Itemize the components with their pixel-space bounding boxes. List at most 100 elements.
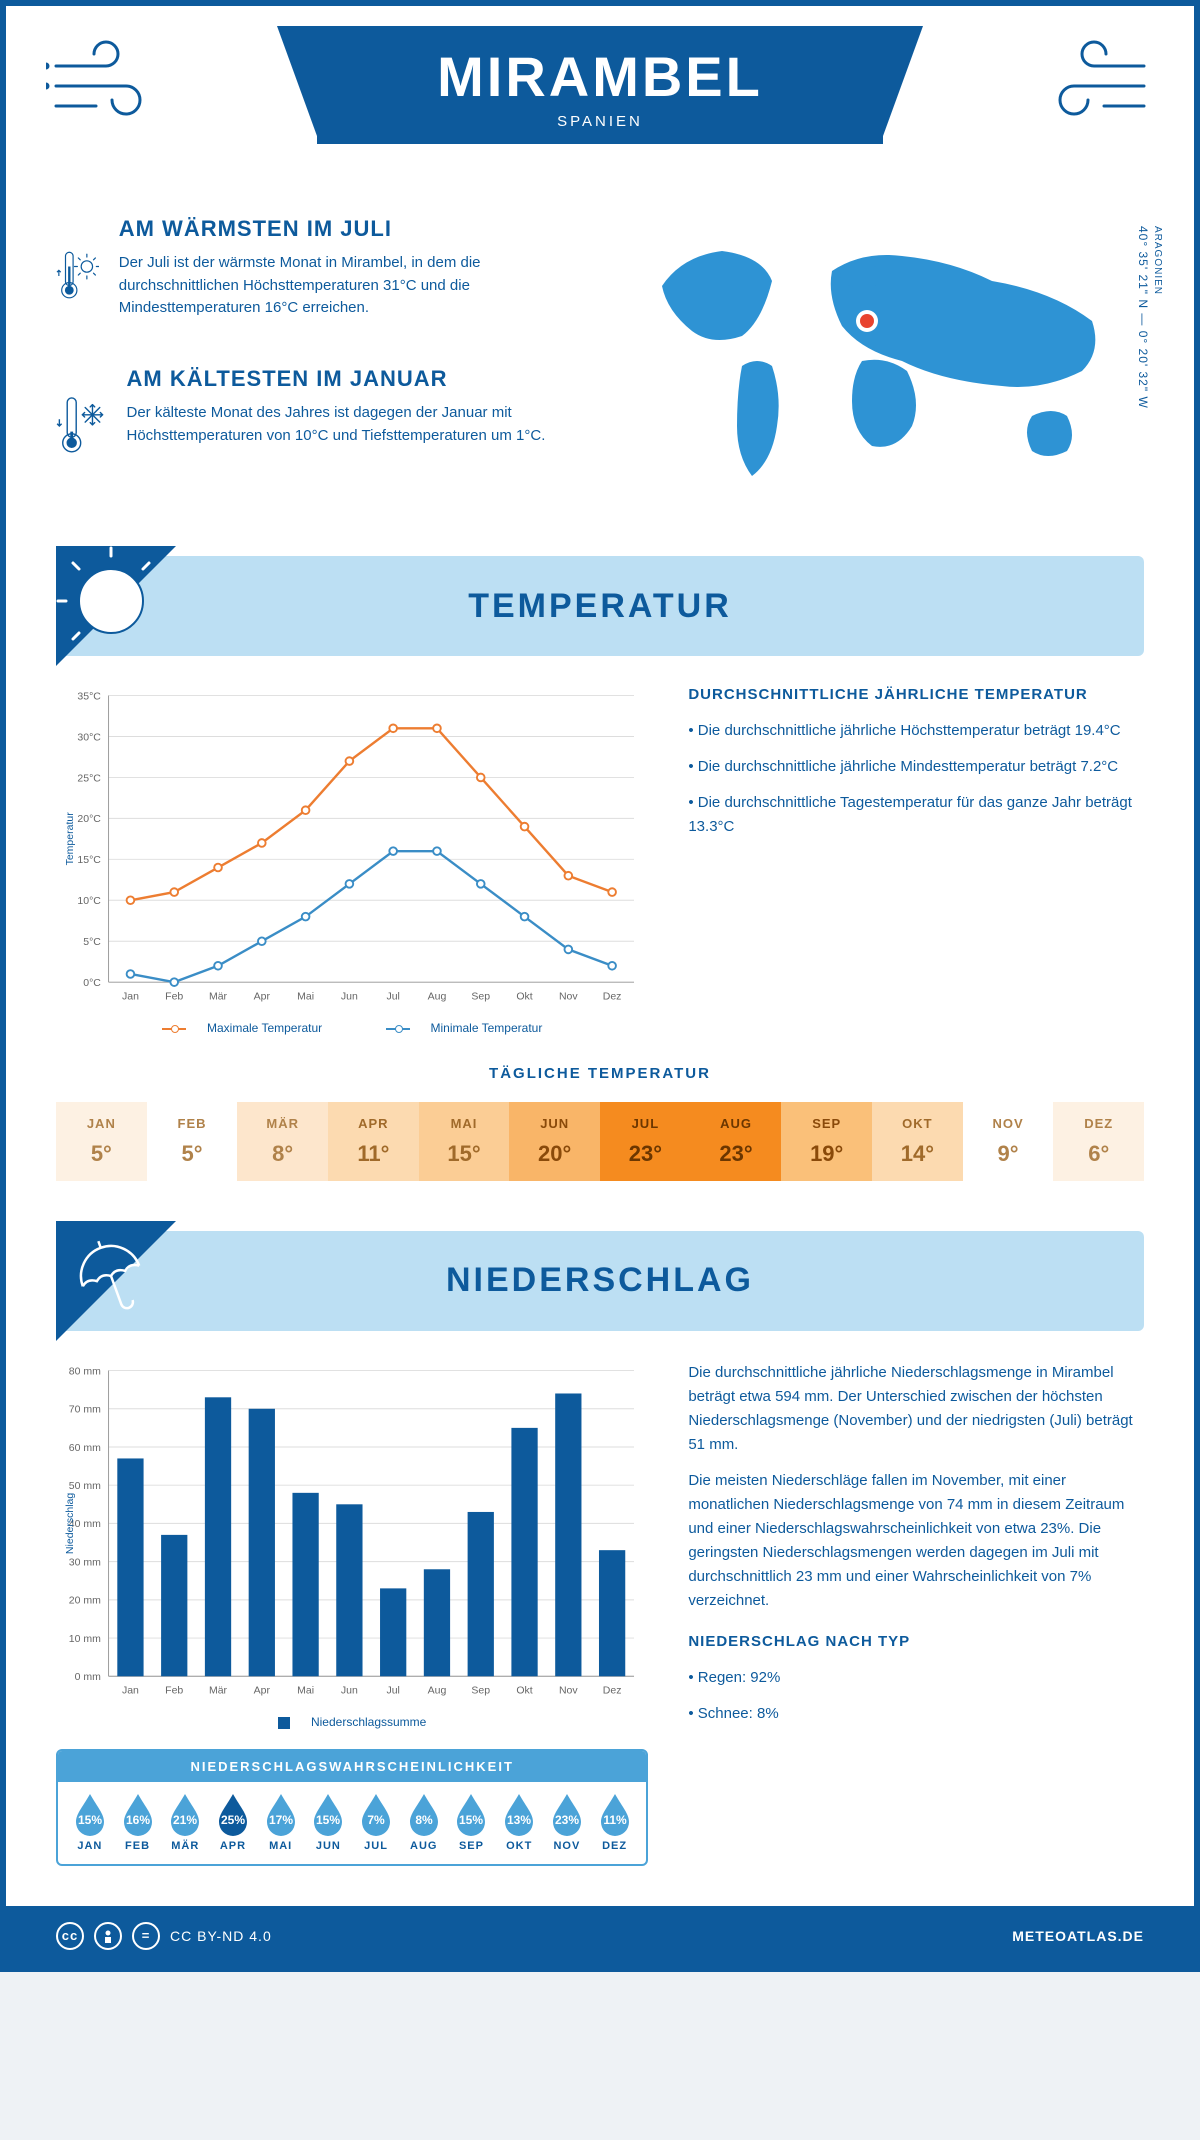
svg-text:15%: 15% (316, 1813, 340, 1827)
prob-cell: 8% AUG (400, 1794, 448, 1852)
legend-min: Minimale Temperatur (431, 1021, 543, 1035)
svg-text:7%: 7% (367, 1813, 385, 1827)
svg-text:Dez: Dez (603, 990, 622, 1002)
coordinates: ARAGONIEN 40° 35' 21" N — 0° 20' 32" W (1136, 226, 1164, 409)
svg-text:13%: 13% (507, 1813, 531, 1827)
svg-text:80 mm: 80 mm (69, 1365, 101, 1377)
daily-cell: JUL23° (600, 1102, 691, 1181)
temperature-chart-box: 0°C5°C10°C15°C20°C25°C30°C35°CJanFebMärA… (56, 686, 648, 1035)
prob-cell: 25% APR (209, 1794, 257, 1852)
daily-cell: OKT14° (872, 1102, 963, 1181)
svg-text:Jul: Jul (386, 990, 399, 1002)
svg-text:Okt: Okt (516, 1684, 532, 1696)
svg-text:Jan: Jan (122, 1684, 139, 1696)
temperature-header: TEMPERATUR (56, 556, 1144, 656)
precip-legend-label: Niederschlagssumme (311, 1715, 426, 1729)
prob-cell: 13% OKT (495, 1794, 543, 1852)
precip-text-2: Die meisten Niederschläge fallen im Nove… (688, 1469, 1144, 1613)
header: MIRAMBEL SPANIEN (6, 6, 1194, 186)
coords-label: 40° 35' 21" N — 0° 20' 32" W (1136, 226, 1150, 409)
svg-text:8%: 8% (415, 1813, 433, 1827)
coldest-block: AM KÄLTESTEN IM JANUAR Der kälteste Mona… (56, 366, 580, 486)
svg-text:30°C: 30°C (77, 731, 101, 743)
prob-cell: 23% NOV (543, 1794, 591, 1852)
svg-text:11%: 11% (603, 1813, 627, 1827)
svg-text:30 mm: 30 mm (69, 1556, 101, 1568)
temperature-annual: DURCHSCHNITTLICHE JÄHRLICHE TEMPERATUR D… (688, 686, 1144, 1035)
svg-text:Mär: Mär (209, 1684, 228, 1696)
daily-temp-grid: JAN5°FEB5°MÄR8°APR11°MAI15°JUN20°JUL23°A… (56, 1102, 1144, 1181)
wind-icon (1014, 36, 1154, 136)
legend-max: Maximale Temperatur (207, 1021, 322, 1035)
drop-icon: 7% (356, 1794, 396, 1834)
svg-text:5°C: 5°C (83, 936, 101, 948)
daily-cell: FEB5° (147, 1102, 238, 1181)
svg-text:0 mm: 0 mm (75, 1671, 102, 1683)
page-subtitle: SPANIEN (437, 113, 763, 130)
drop-icon: 23% (547, 1794, 587, 1834)
svg-text:60 mm: 60 mm (69, 1442, 101, 1454)
svg-text:35°C: 35°C (77, 690, 101, 702)
temperature-title: TEMPERATUR (468, 587, 732, 626)
region-label: ARAGONIEN (1152, 226, 1163, 295)
drop-icon: 8% (404, 1794, 444, 1834)
svg-text:Nov: Nov (559, 1684, 578, 1696)
svg-text:Nov: Nov (559, 990, 578, 1002)
daily-cell: MÄR8° (237, 1102, 328, 1181)
intro-row: AM WÄRMSTEN IM JULI Der Juli ist der wär… (56, 216, 1144, 516)
umbrella-icon (56, 1221, 176, 1341)
svg-text:Apr: Apr (254, 1684, 271, 1696)
daily-cell: AUG23° (691, 1102, 782, 1181)
svg-text:Aug: Aug (428, 1684, 447, 1696)
warmest-title: AM WÄRMSTEN IM JULI (119, 216, 580, 242)
svg-text:Temperatur: Temperatur (64, 812, 76, 866)
svg-text:Mai: Mai (297, 990, 314, 1002)
prob-cell: 16% FEB (114, 1794, 162, 1852)
daily-cell: NOV9° (963, 1102, 1054, 1181)
svg-text:17%: 17% (269, 1813, 293, 1827)
svg-text:23%: 23% (555, 1813, 579, 1827)
warmest-text: Der Juli ist der wärmste Monat in Miramb… (119, 252, 580, 320)
precip-legend: Niederschlagssumme (56, 1715, 648, 1729)
svg-text:15%: 15% (459, 1813, 483, 1827)
bytype-item: Regen: 92% (688, 1666, 1144, 1690)
by-icon (94, 1922, 122, 1950)
prob-title: NIEDERSCHLAGSWAHRSCHEINLICHKEIT (58, 1751, 646, 1782)
annual-title: DURCHSCHNITTLICHE JÄHRLICHE TEMPERATUR (688, 686, 1144, 703)
svg-text:Sep: Sep (471, 1684, 490, 1696)
license-label: CC BY-ND 4.0 (170, 1928, 272, 1944)
svg-text:Feb: Feb (165, 1684, 183, 1696)
svg-text:Mai: Mai (297, 1684, 314, 1696)
precip-text-box: Die durchschnittliche jährliche Niedersc… (688, 1361, 1144, 1866)
svg-text:Niederschlag: Niederschlag (64, 1492, 76, 1553)
daily-cell: MAI15° (419, 1102, 510, 1181)
svg-text:Apr: Apr (254, 990, 271, 1002)
svg-text:Aug: Aug (428, 990, 447, 1002)
daily-cell: APR11° (328, 1102, 419, 1181)
svg-text:Jul: Jul (386, 1684, 399, 1696)
daily-cell: JAN5° (56, 1102, 147, 1181)
svg-text:25°C: 25°C (77, 772, 101, 784)
svg-text:Okt: Okt (516, 990, 532, 1002)
thermometer-snow-icon (56, 366, 107, 486)
svg-text:10 mm: 10 mm (69, 1633, 101, 1645)
drop-icon: 13% (499, 1794, 539, 1834)
drop-icon: 15% (308, 1794, 348, 1834)
warmest-block: AM WÄRMSTEN IM JULI Der Juli ist der wär… (56, 216, 580, 336)
daily-cell: SEP19° (781, 1102, 872, 1181)
svg-text:Feb: Feb (165, 990, 183, 1002)
cc-icon: cc (56, 1922, 84, 1950)
sun-icon (56, 546, 176, 666)
annual-item: Die durchschnittliche jährliche Höchstte… (688, 719, 1144, 743)
svg-text:20 mm: 20 mm (69, 1594, 101, 1606)
coldest-text: Der kälteste Monat des Jahres ist dagege… (127, 402, 581, 447)
precip-bytype-list: Regen: 92%Schnee: 8% (688, 1666, 1144, 1726)
prob-row: 15% JAN 16% FEB 21% MÄR (58, 1782, 646, 1864)
temperature-row: 0°C5°C10°C15°C20°C25°C30°C35°CJanFebMärA… (56, 686, 1144, 1035)
page: MIRAMBEL SPANIEN (0, 0, 1200, 1972)
content: AM WÄRMSTEN IM JULI Der Juli ist der wär… (6, 186, 1194, 1906)
precip-bytype-title: NIEDERSCHLAG NACH TYP (688, 1633, 1144, 1650)
footer-left: cc = CC BY-ND 4.0 (56, 1922, 272, 1950)
prob-cell: 21% MÄR (161, 1794, 209, 1852)
title-ribbon: MIRAMBEL SPANIEN (317, 26, 883, 144)
